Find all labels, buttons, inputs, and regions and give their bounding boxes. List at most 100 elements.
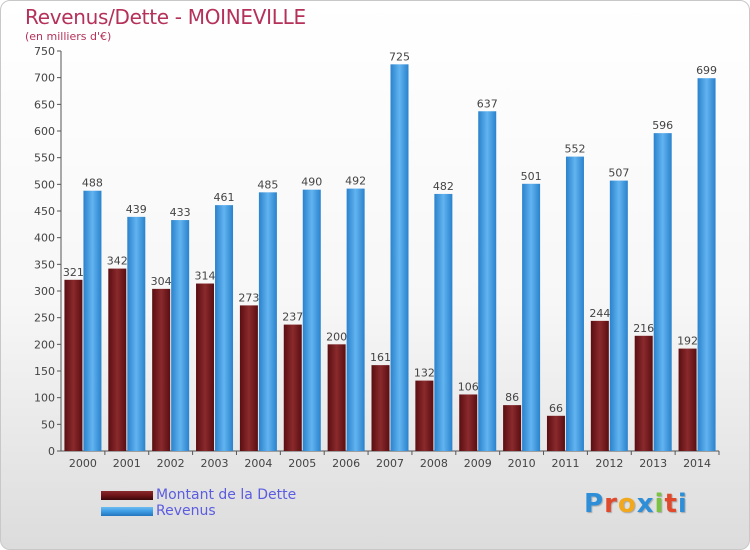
- y-tick-label: 700: [34, 72, 55, 85]
- y-tick-label: 450: [34, 205, 55, 218]
- bar-dette-2007: [371, 365, 390, 451]
- logo-letter: i: [654, 489, 665, 519]
- legend-swatch-dette: [101, 491, 153, 500]
- bar-dette-2000: [64, 279, 83, 451]
- chart-title: Revenus/Dette - MOINEVILLE: [25, 5, 306, 29]
- bar-revenus-2008: [434, 193, 453, 451]
- bar-dette-2009: [459, 394, 478, 451]
- y-tick-label: 400: [34, 232, 55, 245]
- data-label-revenus-2005: 490: [301, 176, 322, 189]
- logo-letter: i: [677, 489, 688, 519]
- x-tick-label: 2011: [551, 457, 579, 470]
- bar-revenus-2001: [127, 216, 146, 451]
- legend-item-dette: Montant de la Dette: [101, 487, 361, 503]
- legend-item-revenus: Revenus: [101, 503, 361, 519]
- y-tick-label: 100: [34, 392, 55, 405]
- x-tick-label: 2013: [639, 457, 667, 470]
- bar-revenus-2012: [609, 180, 628, 451]
- x-tick-label: 2010: [508, 457, 536, 470]
- data-label-dette-2005: 237: [282, 311, 303, 324]
- y-tick-label: 500: [34, 178, 55, 191]
- bar-revenus-2000: [83, 190, 102, 451]
- bar-dette-2010: [503, 405, 522, 451]
- data-label-revenus-2010: 501: [521, 170, 542, 183]
- data-label-dette-2000: 321: [63, 266, 84, 279]
- y-tick-label: 300: [34, 285, 55, 298]
- bar-dette-2003: [196, 283, 215, 451]
- data-label-revenus-2012: 507: [608, 167, 629, 180]
- bar-dette-2012: [590, 320, 609, 451]
- data-label-dette-2001: 342: [107, 255, 128, 268]
- bar-revenus-2010: [522, 183, 541, 452]
- data-label-revenus-2003: 461: [214, 191, 235, 204]
- logo-letter: P: [584, 489, 605, 519]
- data-label-revenus-2002: 433: [170, 206, 191, 219]
- proxiti-logo: Proxiti: [584, 489, 688, 519]
- x-tick-label: 2004: [244, 457, 272, 470]
- bar-revenus-2013: [653, 133, 672, 451]
- y-tick-label: 50: [41, 418, 55, 431]
- bar-dette-2004: [239, 305, 258, 451]
- x-tick-label: 2003: [201, 457, 229, 470]
- bar-revenus-2011: [565, 156, 584, 451]
- chart-subtitle: (en milliers d'€): [25, 30, 112, 43]
- bar-dette-2002: [152, 288, 171, 451]
- bar-revenus-2003: [215, 205, 234, 451]
- bar-dette-2014: [678, 348, 697, 451]
- x-tick-label: 2001: [113, 457, 141, 470]
- data-label-revenus-2014: 699: [696, 64, 717, 77]
- y-tick-label: 350: [34, 258, 55, 271]
- x-tick-label: 2014: [683, 457, 711, 470]
- y-tick-label: 750: [34, 45, 55, 58]
- x-tick-label: 2005: [288, 457, 316, 470]
- x-tick-label: 2002: [157, 457, 185, 470]
- data-label-dette-2012: 244: [589, 307, 610, 320]
- y-tick-label: 150: [34, 365, 55, 378]
- bar-revenus-2004: [258, 192, 277, 452]
- x-tick-label: 2012: [595, 457, 623, 470]
- data-label-dette-2006: 200: [326, 330, 347, 343]
- data-label-dette-2014: 192: [677, 335, 698, 348]
- data-label-dette-2002: 304: [151, 275, 172, 288]
- data-label-revenus-2006: 492: [345, 175, 366, 188]
- bar-revenus-2014: [697, 78, 716, 451]
- data-label-dette-2013: 216: [633, 322, 654, 335]
- y-tick-label: 250: [34, 312, 55, 325]
- data-label-revenus-2013: 596: [652, 119, 673, 132]
- bar-dette-2005: [283, 324, 302, 451]
- data-label-revenus-2008: 482: [433, 180, 454, 193]
- y-tick-label: 0: [48, 445, 55, 458]
- legend: Montant de la Dette Revenus: [101, 487, 361, 519]
- logo-letter: x: [636, 489, 655, 519]
- legend-label-revenus: Revenus: [156, 503, 216, 519]
- data-label-revenus-2000: 488: [82, 177, 103, 190]
- data-label-revenus-2001: 439: [126, 203, 147, 216]
- data-label-revenus-2004: 485: [257, 178, 278, 191]
- bar-revenus-2006: [346, 188, 365, 451]
- x-tick-label: 2009: [464, 457, 492, 470]
- bar-revenus-2002: [171, 220, 190, 451]
- legend-swatch-revenus: [101, 507, 153, 516]
- logo-letter: r: [604, 489, 618, 519]
- bar-dette-2006: [327, 344, 346, 451]
- bar-dette-2011: [546, 415, 565, 451]
- x-tick-label: 2007: [376, 457, 404, 470]
- data-label-dette-2010: 86: [505, 391, 519, 404]
- bar-revenus-2005: [302, 189, 321, 451]
- y-tick-label: 550: [34, 152, 55, 165]
- x-tick-label: 2008: [420, 457, 448, 470]
- data-label-dette-2009: 106: [458, 380, 479, 393]
- bar-dette-2001: [108, 268, 127, 451]
- data-label-revenus-2009: 637: [477, 97, 498, 110]
- data-label-dette-2003: 314: [195, 270, 216, 283]
- logo-letter: o: [617, 489, 637, 519]
- logo-letter: t: [664, 489, 678, 519]
- data-label-dette-2011: 66: [549, 402, 563, 415]
- bar-dette-2008: [415, 380, 434, 451]
- data-label-dette-2008: 132: [414, 367, 435, 380]
- x-tick-label: 2006: [332, 457, 360, 470]
- bar-revenus-2007: [390, 64, 409, 452]
- data-label-dette-2004: 273: [238, 291, 259, 304]
